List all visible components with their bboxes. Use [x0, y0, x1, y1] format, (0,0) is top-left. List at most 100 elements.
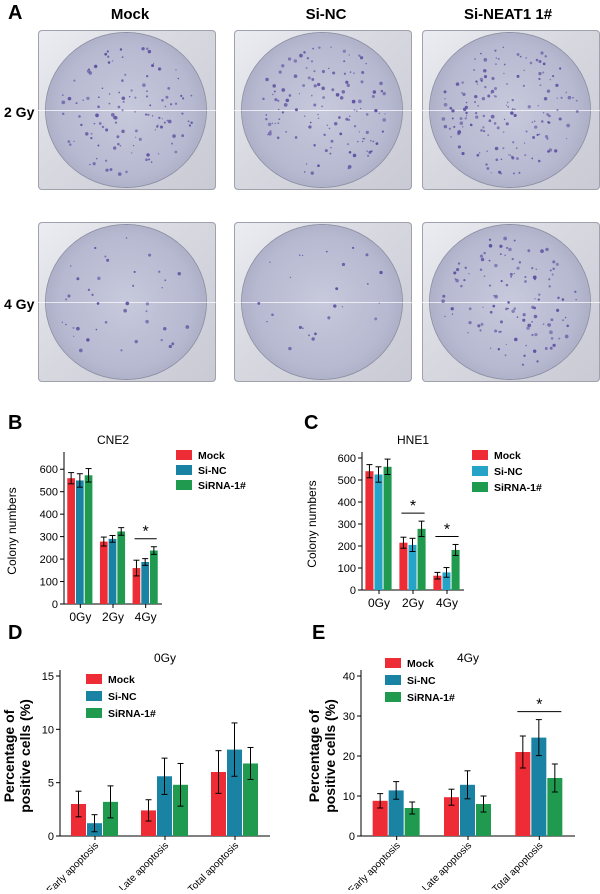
- legend-label: Si-NC: [108, 691, 137, 703]
- x-tick-label: 2Gy: [402, 596, 424, 610]
- colony-dot: [134, 129, 138, 133]
- colony-dot: [147, 113, 150, 116]
- colony-dot: [123, 308, 127, 313]
- colony-dot: [513, 273, 515, 275]
- colony-dot: [142, 83, 146, 87]
- bar: [404, 808, 420, 836]
- colony-dot: [486, 167, 490, 170]
- colony-dot: [459, 121, 464, 125]
- chart-c-hne1: HNE1 Colony numbers 0 100 200 300 400 500 600 0Gy…: [305, 433, 542, 610]
- colony-dot: [335, 287, 339, 291]
- colony-dot: [118, 91, 121, 94]
- colony-dot: [502, 131, 505, 133]
- y-tick-label: 5: [48, 778, 54, 790]
- colony-dot: [489, 310, 493, 314]
- colony-dot: [474, 111, 478, 115]
- colony-dot: [164, 279, 167, 282]
- colony-dot: [266, 133, 269, 136]
- colony-dot: [134, 111, 136, 113]
- colony-dot: [109, 168, 113, 171]
- legend-label: Si-NC: [494, 466, 523, 478]
- colony-dot: [361, 140, 364, 143]
- colony-dot: [366, 282, 369, 285]
- colony-dot: [317, 82, 321, 87]
- colony-dot: [310, 171, 314, 175]
- colony-dot: [522, 313, 526, 317]
- colony-dot: [552, 343, 556, 347]
- colony-dot: [95, 157, 98, 160]
- colony-dot: [526, 326, 530, 330]
- colony-dot: [374, 109, 378, 113]
- colony-dot: [564, 334, 569, 339]
- colony-dot: [516, 266, 520, 270]
- colony-dot: [556, 108, 559, 112]
- colony-dot: [121, 56, 124, 59]
- colony-dot: [328, 67, 330, 70]
- colony-dot: [534, 278, 537, 281]
- colony-dot: [495, 158, 499, 162]
- x-tick-label: Total apoptosis: [186, 840, 241, 890]
- colony-dot: [121, 79, 124, 82]
- colony-dot: [535, 58, 539, 62]
- colony-dot: [298, 325, 302, 329]
- colony-dot: [281, 111, 285, 114]
- colony-dot: [277, 99, 280, 102]
- y-tick-label: 500: [338, 475, 356, 487]
- colony-dot: [475, 80, 478, 83]
- colony-dot: [67, 294, 71, 298]
- colony-dot: [145, 302, 150, 306]
- colony-dot: [507, 301, 510, 304]
- colony-dot: [116, 135, 120, 139]
- colony-dot: [145, 310, 148, 313]
- colony-dot: [310, 60, 314, 63]
- colony-dot: [519, 55, 522, 58]
- colony-dot: [285, 130, 288, 133]
- colony-dot: [318, 46, 321, 49]
- bar: [117, 531, 126, 604]
- colony-dot: [488, 259, 491, 262]
- colony-dot: [523, 69, 525, 72]
- colony-dot: [273, 90, 276, 93]
- colony-dot: [538, 293, 541, 296]
- colony-dot: [355, 110, 358, 112]
- colony-dot: [378, 302, 380, 304]
- colony-dot: [547, 323, 552, 327]
- legend-swatch: [472, 482, 488, 492]
- chart-e-4gy: 4Gy Percentage of positive cells (%) 0 10 20 3…: [306, 651, 575, 890]
- colony-dot: [267, 122, 272, 127]
- colony-dot: [125, 301, 130, 306]
- colony-dot: [78, 115, 81, 118]
- colony-dot: [533, 120, 536, 122]
- legend-swatch: [86, 691, 102, 701]
- y-tick-label: 600: [338, 453, 356, 465]
- colony-dot: [165, 95, 169, 99]
- colony-dot: [301, 254, 304, 257]
- colony-dot: [174, 150, 178, 154]
- y-tick-label: 30: [343, 711, 355, 723]
- bar: [547, 778, 563, 836]
- bar: [451, 549, 460, 590]
- colony-dot: [86, 69, 91, 73]
- legend-label: Mock: [108, 674, 135, 686]
- colony-dot: [518, 261, 522, 264]
- colony-dot: [477, 105, 479, 107]
- colony-dot: [341, 306, 344, 308]
- legend-swatch: [385, 692, 401, 702]
- panel-b-letter: B: [8, 412, 23, 434]
- colony-dot: [531, 157, 534, 160]
- colony-dot: [497, 348, 501, 351]
- colony-dot: [381, 130, 384, 133]
- x-tick-label: Total apoptosis: [490, 840, 545, 890]
- colony-dot: [61, 94, 64, 97]
- colony-dot: [313, 70, 316, 73]
- colony-dot: [491, 76, 495, 81]
- colony-dot: [308, 125, 312, 129]
- colony-dot: [461, 81, 464, 84]
- colony-dot: [460, 284, 463, 288]
- bar: [531, 737, 547, 836]
- colony-dot: [274, 122, 276, 125]
- colony-dot: [274, 98, 278, 102]
- significance-marker: *: [143, 524, 149, 541]
- colony-dot: [451, 117, 454, 120]
- bar: [108, 538, 117, 604]
